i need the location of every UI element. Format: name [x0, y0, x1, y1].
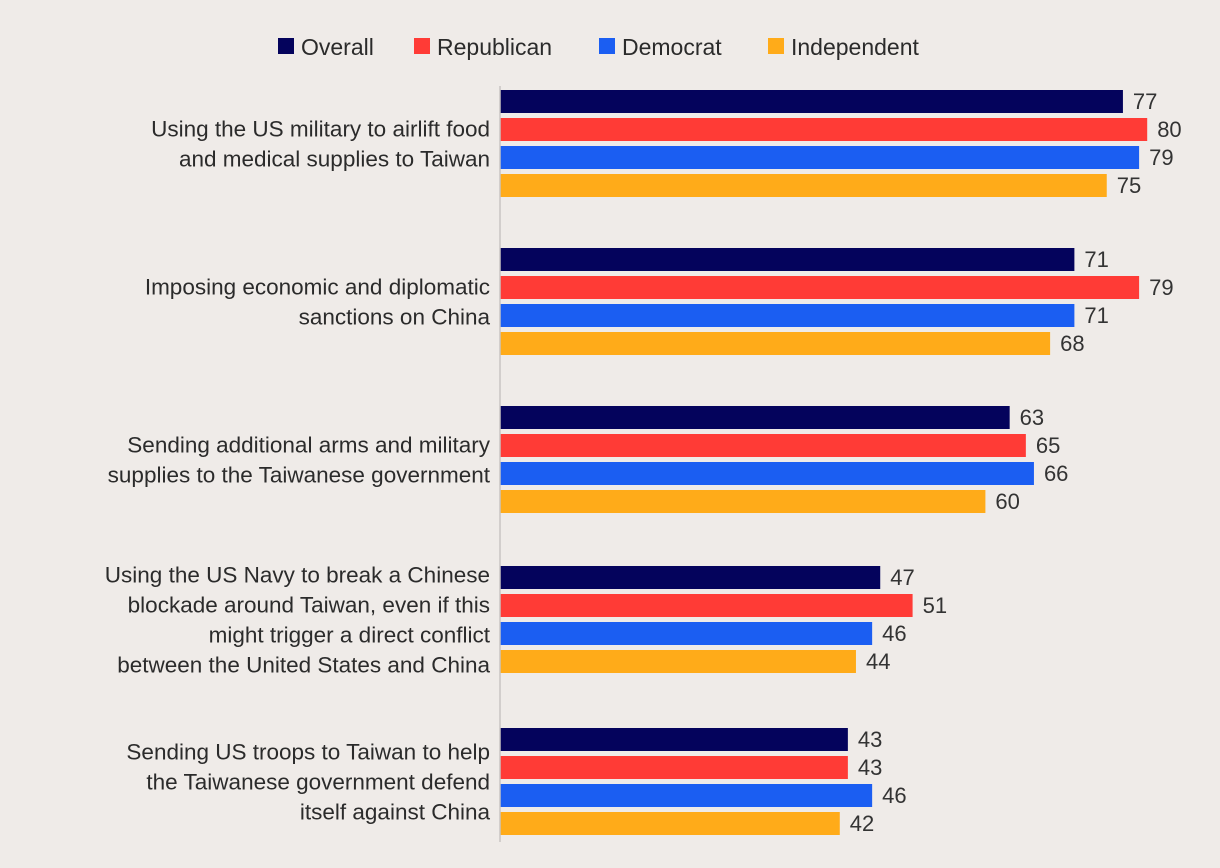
bar-democrat-cat1 — [500, 146, 1140, 169]
category-label-5-line-3: itself against China — [300, 800, 491, 825]
bar-overall-cat2 — [500, 248, 1075, 271]
legend-swatch-democrat — [599, 38, 615, 54]
category-label-1-line-1: Using the US military to airlift food — [151, 117, 490, 142]
bar-independent-cat4 — [500, 650, 856, 673]
value-label-republican-cat5: 43 — [858, 755, 882, 780]
category-label-4-line-1: Using the US Navy to break a Chinese — [105, 563, 490, 588]
value-label-democrat-cat2: 71 — [1084, 303, 1108, 328]
category-label-2-line-1: Imposing economic and diplomatic — [145, 275, 490, 300]
bar-republican-cat2 — [500, 276, 1140, 299]
value-label-democrat-cat5: 46 — [882, 783, 906, 808]
bar-republican-cat4 — [500, 594, 913, 617]
bar-independent-cat3 — [500, 490, 986, 513]
legend-label-republican: Republican — [437, 34, 552, 60]
value-label-overall-cat5: 43 — [858, 727, 882, 752]
value-label-democrat-cat3: 66 — [1044, 461, 1068, 486]
bar-republican-cat3 — [500, 434, 1026, 457]
category-label-5-line-1: Sending US troops to Taiwan to help — [126, 740, 490, 765]
value-label-overall-cat3: 63 — [1020, 405, 1044, 430]
category-label-1-line-2: and medical supplies to Taiwan — [179, 147, 490, 172]
category-label-2-line-2: sanctions on China — [299, 305, 491, 330]
category-label-4-line-2: blockade around Taiwan, even if this — [128, 593, 490, 618]
legend-label-democrat: Democrat — [622, 34, 722, 60]
legend-swatch-republican — [414, 38, 430, 54]
bar-democrat-cat5 — [500, 784, 873, 807]
legend-swatch-independent — [768, 38, 784, 54]
value-label-independent-cat5: 42 — [850, 811, 874, 836]
value-label-republican-cat3: 65 — [1036, 433, 1060, 458]
value-label-independent-cat4: 44 — [866, 649, 890, 674]
value-label-overall-cat4: 47 — [890, 565, 914, 590]
value-label-republican-cat2: 79 — [1149, 275, 1173, 300]
category-label-5-line-2: the Taiwanese government defend — [146, 770, 490, 795]
value-label-overall-cat1: 77 — [1133, 89, 1157, 114]
legend-swatch-overall — [278, 38, 294, 54]
bar-democrat-cat4 — [500, 622, 873, 645]
legend-label-independent: Independent — [791, 34, 920, 60]
legend-label-overall: Overall — [301, 34, 374, 60]
bar-overall-cat3 — [500, 406, 1010, 429]
value-label-republican-cat1: 80 — [1157, 117, 1181, 142]
bar-democrat-cat2 — [500, 304, 1075, 327]
value-label-overall-cat2: 71 — [1084, 247, 1108, 272]
category-labels: Using the US military to airlift food and… — [105, 117, 491, 825]
bar-overall-cat5 — [500, 728, 848, 751]
value-label-independent-cat2: 68 — [1060, 331, 1084, 356]
bar-republican-cat1 — [500, 118, 1148, 141]
category-label-3-line-2: supplies to the Taiwanese government — [108, 463, 491, 488]
bar-democrat-cat3 — [500, 462, 1034, 485]
bar-overall-cat1 — [500, 90, 1123, 113]
legend: Overall Republican Democrat Independent — [278, 34, 920, 60]
value-label-democrat-cat4: 46 — [882, 621, 906, 646]
value-label-independent-cat1: 75 — [1117, 173, 1141, 198]
bar-independent-cat2 — [500, 332, 1051, 355]
value-label-democrat-cat1: 79 — [1149, 145, 1173, 170]
category-label-3-line-1: Sending additional arms and military — [127, 433, 490, 458]
bar-overall-cat4 — [500, 566, 881, 589]
value-label-republican-cat4: 51 — [923, 593, 947, 618]
value-label-independent-cat3: 60 — [995, 489, 1019, 514]
bar-independent-cat5 — [500, 812, 840, 835]
category-label-4-line-3: might trigger a direct conflict — [209, 623, 491, 648]
bar-independent-cat1 — [500, 174, 1107, 197]
bar-republican-cat5 — [500, 756, 848, 779]
category-label-4-line-4: between the United States and China — [117, 653, 490, 678]
